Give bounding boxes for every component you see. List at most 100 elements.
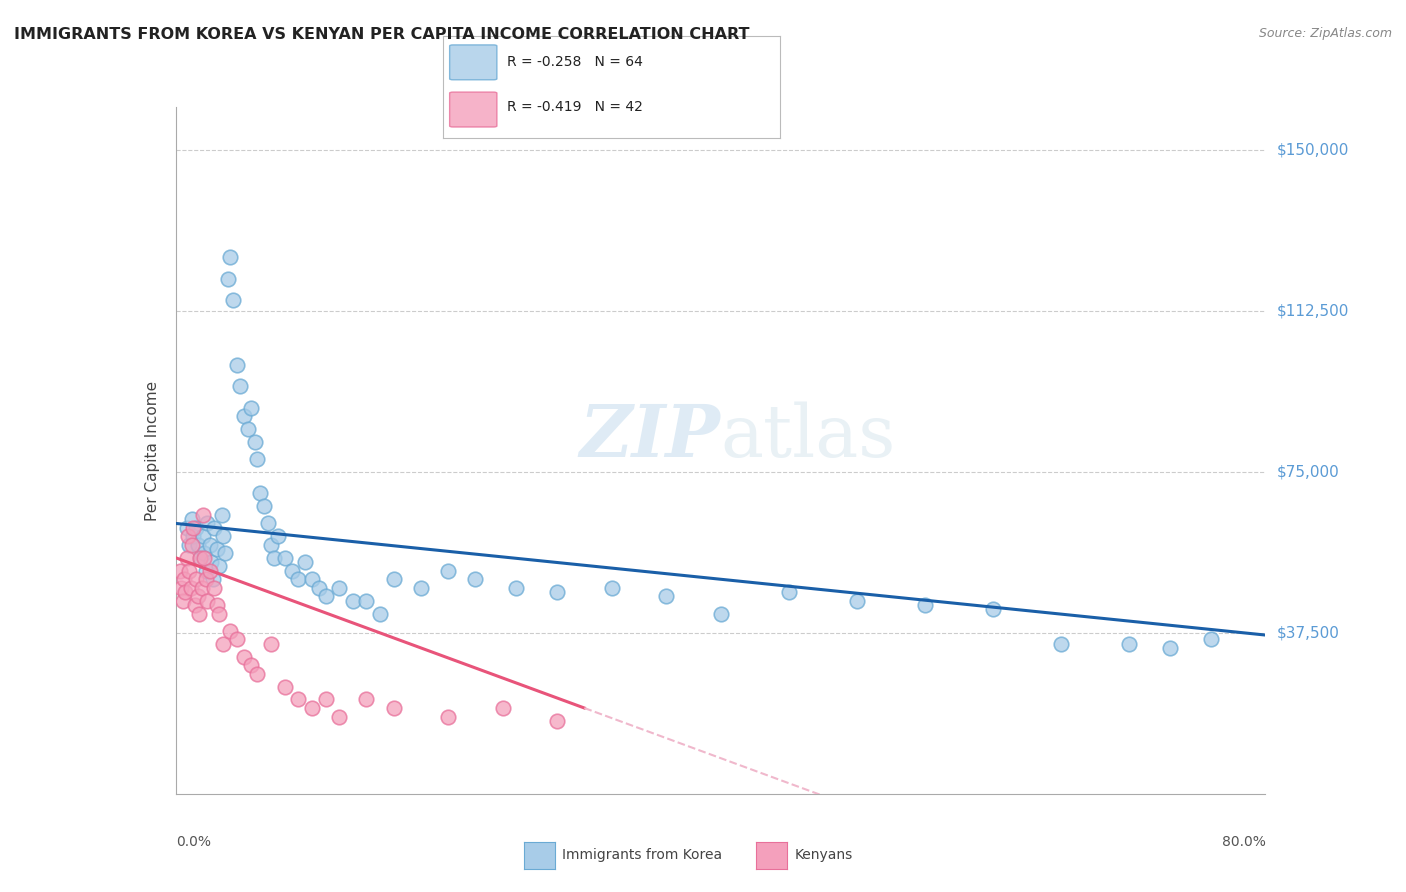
Point	[328, 709, 350, 723]
Point	[202, 581, 225, 595]
Text: Immigrants from Korea: Immigrants from Korea	[562, 847, 723, 862]
Text: R = -0.258   N = 64: R = -0.258 N = 64	[508, 54, 643, 69]
Point	[186, 572, 208, 586]
Point	[186, 521, 208, 535]
Point	[253, 500, 276, 514]
Point	[176, 521, 198, 535]
Point	[219, 250, 242, 264]
Point	[208, 607, 231, 621]
Point	[260, 538, 283, 552]
Point	[193, 550, 215, 565]
Point	[174, 585, 197, 599]
Point	[368, 607, 391, 621]
Point	[600, 581, 623, 595]
Point	[1118, 637, 1140, 651]
Point	[181, 512, 204, 526]
Point	[239, 401, 262, 415]
Point	[194, 564, 217, 578]
Point	[193, 546, 215, 561]
Point	[1199, 632, 1222, 647]
Point	[205, 598, 228, 612]
Point	[205, 542, 228, 557]
Point	[212, 637, 235, 651]
Point	[1159, 640, 1181, 655]
Text: $75,000: $75,000	[1277, 465, 1339, 479]
Point	[173, 572, 195, 586]
Point	[229, 379, 252, 393]
Point	[232, 409, 254, 423]
Y-axis label: Per Capita Income: Per Capita Income	[145, 380, 160, 521]
Text: ZIP: ZIP	[579, 401, 721, 472]
Text: IMMIGRANTS FROM KOREA VS KENYAN PER CAPITA INCOME CORRELATION CHART: IMMIGRANTS FROM KOREA VS KENYAN PER CAPI…	[14, 27, 749, 42]
Point	[180, 581, 202, 595]
Point	[177, 529, 200, 543]
Point	[914, 598, 936, 612]
Point	[382, 701, 405, 715]
Point	[191, 529, 214, 543]
Point	[1050, 637, 1073, 651]
Text: $37,500: $37,500	[1277, 625, 1339, 640]
Point	[181, 538, 204, 552]
Point	[243, 434, 266, 449]
Point	[274, 550, 297, 565]
Text: Source: ZipAtlas.com: Source: ZipAtlas.com	[1258, 27, 1392, 40]
Point	[198, 538, 221, 552]
Point	[778, 585, 800, 599]
Point	[186, 590, 209, 604]
Point	[505, 581, 527, 595]
FancyBboxPatch shape	[450, 92, 496, 127]
Point	[214, 546, 236, 561]
Point	[246, 666, 269, 681]
Point	[179, 564, 201, 578]
Point	[239, 658, 262, 673]
Point	[232, 649, 254, 664]
Point	[198, 564, 221, 578]
Point	[201, 572, 224, 586]
Point	[211, 508, 233, 522]
Point	[655, 590, 678, 604]
FancyBboxPatch shape	[450, 45, 496, 79]
Point	[437, 709, 460, 723]
Point	[187, 607, 209, 621]
Point	[217, 271, 239, 285]
Point	[236, 422, 259, 436]
Point	[382, 572, 405, 586]
Point	[328, 581, 350, 595]
Point	[202, 521, 225, 535]
Point	[183, 521, 205, 535]
Point	[845, 593, 868, 607]
Point	[226, 358, 249, 372]
Point	[409, 581, 432, 595]
Point	[464, 572, 486, 586]
Point	[190, 581, 212, 595]
Point	[315, 692, 337, 706]
Point	[260, 637, 283, 651]
Point	[492, 701, 515, 715]
Point	[710, 607, 733, 621]
Point	[191, 508, 214, 522]
Point	[287, 692, 309, 706]
Point	[219, 624, 242, 638]
Text: Kenyans: Kenyans	[794, 847, 852, 862]
Point	[183, 529, 205, 543]
Point	[267, 529, 290, 543]
Text: 80.0%: 80.0%	[1222, 835, 1265, 849]
Point	[263, 550, 285, 565]
Point	[301, 701, 323, 715]
Point	[186, 538, 209, 552]
Point	[981, 602, 1004, 616]
Point	[301, 572, 323, 586]
Point	[184, 598, 207, 612]
Point	[342, 593, 364, 607]
Point	[308, 581, 330, 595]
Point	[200, 555, 222, 569]
Point	[257, 516, 280, 531]
Text: $112,500: $112,500	[1277, 303, 1348, 318]
Point	[172, 593, 194, 607]
Text: atlas: atlas	[721, 401, 896, 472]
Point	[315, 590, 337, 604]
Point	[274, 680, 297, 694]
Point	[246, 452, 269, 467]
Point	[176, 550, 198, 565]
Point	[249, 486, 271, 500]
